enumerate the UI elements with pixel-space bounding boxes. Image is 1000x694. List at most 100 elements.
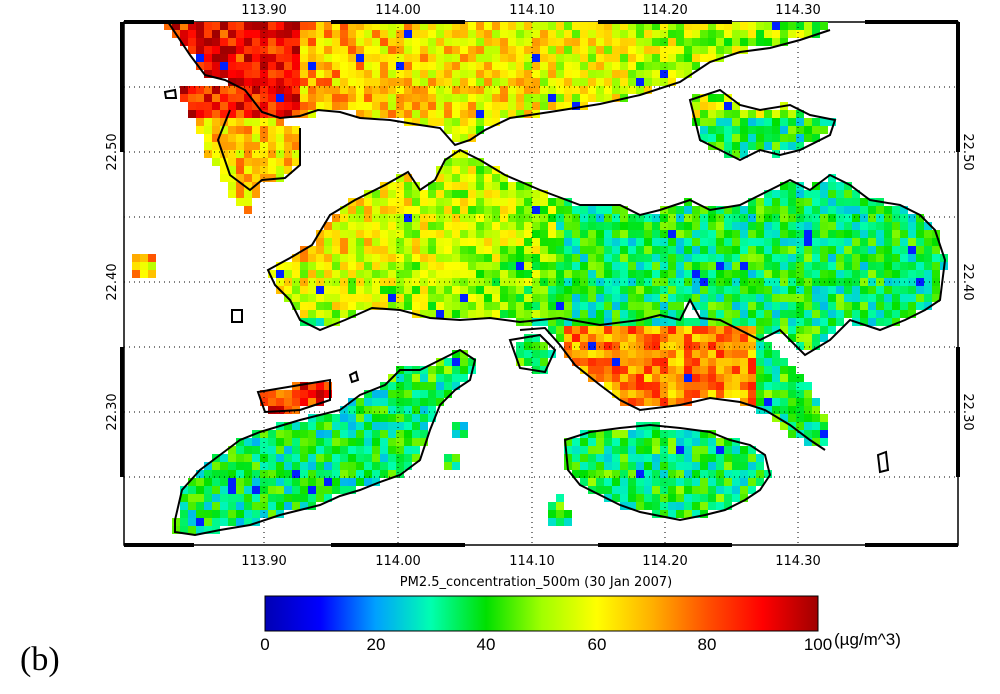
pm25-pixel [556,102,564,110]
pm25-pixel [628,278,636,286]
pm25-pixel [460,270,468,278]
pm25-pixel [844,302,852,310]
pm25-pixel [572,326,580,334]
pm25-pixel [452,214,460,222]
pm25-pixel [780,206,788,214]
pm25-pixel [228,518,236,526]
pm25-pixel [452,254,460,262]
pm25-pixel [732,102,740,110]
pm25-pixel [428,182,436,190]
pm25-pixel [516,102,524,110]
pm25-pixel [836,294,844,302]
pm25-pixel [404,382,412,390]
pm25-pixel [732,254,740,262]
pm25-pixel [332,462,340,470]
pm25-pixel [300,430,308,438]
pm25-pixel [836,262,844,270]
pm25-pixel [804,190,812,198]
pm25-pixel [180,30,188,38]
longitude-labels-bottom: 113.90 114.00 114.10 114.20 114.30 [241,554,821,569]
pm25-pixel [500,294,508,302]
pm25-pixel [796,334,804,342]
pm25-pixel [356,398,364,406]
pm25-pixel [316,62,324,70]
pm25-pixel [700,238,708,246]
pm25-pixel [884,294,892,302]
pm25-pixel [716,294,724,302]
pm25-pixel [684,38,692,46]
pm25-pixel [516,94,524,102]
pm25-pixel [596,318,604,326]
pm25-pixel [636,430,644,438]
pm25-pixel [444,278,452,286]
pm25-pixel [748,118,756,126]
pm25-pixel [308,454,316,462]
pm25-pixel [580,54,588,62]
pm25-pixel [276,38,284,46]
pm25-pixel [660,454,668,462]
pm25-pixel [252,142,260,150]
pm25-pixel [932,270,940,278]
pm25-pixel [628,486,636,494]
pm25-pixel [844,190,852,198]
pm25-pixel [220,126,228,134]
pm25-pixel [188,486,196,494]
pm25-pixel [724,438,732,446]
pm25-pixel [460,222,468,230]
pm25-pixel [684,206,692,214]
pm25-pixel [644,318,652,326]
pm25-pixel [364,38,372,46]
pm25-pixel [796,246,804,254]
pm25-pixel [388,446,396,454]
pm25-pixel [668,238,676,246]
pm25-pixel [348,94,356,102]
pm25-pixel [412,46,420,54]
pm25-pixel [628,270,636,278]
pm25-pixel [612,46,620,54]
pm25-pixel [628,430,636,438]
pm25-pixel [268,486,276,494]
pm25-pixel [900,214,908,222]
pm25-pixel [908,310,916,318]
pm25-pixel [268,134,276,142]
pm25-pixel [668,390,676,398]
pm25-pixel [356,30,364,38]
pm25-pixel [292,30,300,38]
pm25-pixel [196,102,204,110]
pm25-pixel [196,62,204,70]
pm25-pixel [220,174,228,182]
pm25-pixel [676,302,684,310]
pm25-pixel [436,70,444,78]
pm25-pixel [796,302,804,310]
pm25-pixel [524,342,532,350]
pm25-pixel [284,78,292,86]
pm25-pixel [316,294,324,302]
pm25-pixel [268,454,276,462]
pm25-pixel [492,206,500,214]
pm25-pixel [852,270,860,278]
pm25-pixel [668,22,676,30]
pm25-pixel [868,238,876,246]
pm25-pixel [444,62,452,70]
pm25-pixel [876,302,884,310]
pm25-pixel [228,462,236,470]
pm25-pixel [716,342,724,350]
pm25-pixel [564,350,572,358]
pm25-pixel [636,366,644,374]
pm25-pixel [524,238,532,246]
pm25-pixel [476,214,484,222]
pm25-pixel [324,270,332,278]
pm25-pixel [708,238,716,246]
pm25-pixel [204,110,212,118]
pm25-pixel [788,238,796,246]
pm25-pixel [300,30,308,38]
pm25-pixel [684,382,692,390]
pm25-pixel [668,398,676,406]
pm25-pixel [748,214,756,222]
pm25-pixel [412,294,420,302]
pm25-pixel [756,294,764,302]
pm25-pixel [540,262,548,270]
pm25-pixel [532,214,540,222]
pm25-pixel [612,302,620,310]
pm25-pixel [692,446,700,454]
